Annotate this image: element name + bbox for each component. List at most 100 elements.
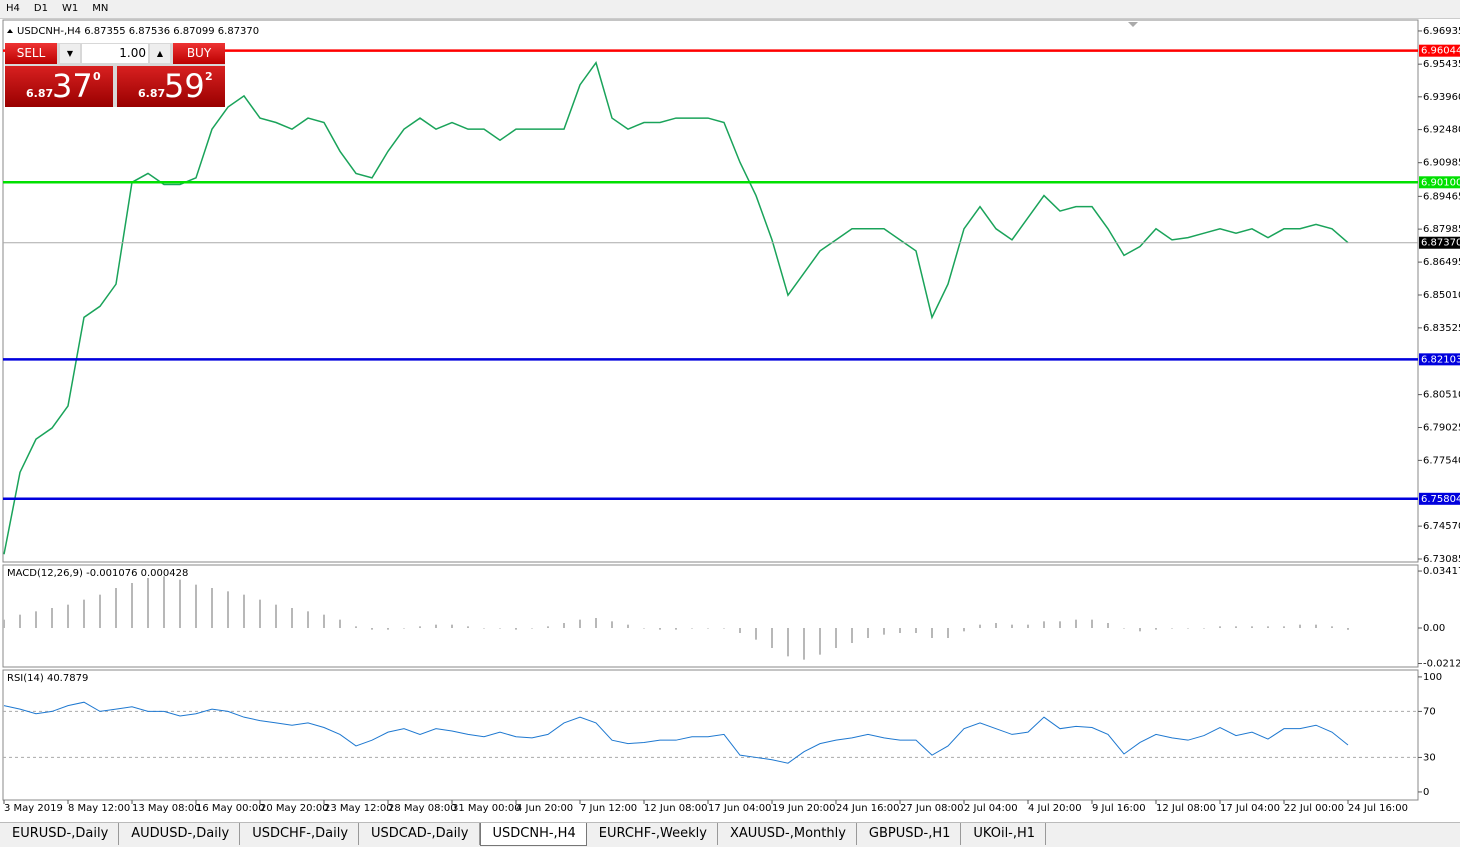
chart-tab[interactable]: XAUUSD-,Monthly [718,823,857,845]
macd-bar [659,628,661,630]
macd-bar [723,628,725,629]
macd-bar [99,594,101,628]
macd-bar [883,628,885,635]
y-tick-label: 6.92480 [1423,125,1460,136]
chart-tab[interactable]: EURUSD-,Daily [0,823,120,845]
macd-bar [963,628,965,632]
price-level-label: 6.82103 [1421,354,1460,365]
macd-bar [387,628,389,630]
macd-bar [339,619,341,628]
y-tick-label: 6.89465 [1423,191,1460,202]
macd-bar [371,628,373,630]
timeframe[interactable]: D1 [33,3,48,14]
chart-tab[interactable]: EURCHF-,Weekly [587,823,718,845]
macd-bar [1171,628,1173,629]
x-tick-label: 22 Jul 00:00 [1284,803,1344,814]
y-tick-label: 6.74570 [1423,521,1460,532]
macd-bar [1331,626,1333,628]
macd-bar [179,579,181,628]
chart-tab[interactable]: USDCAD-,Daily [359,823,480,845]
chart-tab[interactable]: GBPUSD-,H1 [857,823,962,845]
y-tick-label: 0 [1423,787,1429,798]
macd-bar [947,628,949,638]
y-tick-label: 100 [1423,672,1442,683]
x-tick-label: 2 Jul 04:00 [964,803,1018,814]
macd-bar [835,628,837,648]
macd-bar [1139,628,1141,632]
chart-tab[interactable]: UKOil-,H1 [961,823,1047,845]
chart-window: USDCNH-,H4 6.87355 6.87536 6.87099 6.873… [2,19,1460,814]
y-tick-label: 6.79025 [1423,422,1460,433]
chart-tabs: EURUSD-,Daily AUDUSD-,Daily USDCHF-,Daily U… [0,822,1460,847]
ask-quote[interactable]: 6.87 59 2 [117,66,225,107]
macd-bar [259,599,261,628]
macd-bar [1107,623,1109,628]
x-tick-label: 13 May 08:00 [132,803,201,814]
chart-tab[interactable]: USDCHF-,Daily [240,823,360,845]
macd-bar [291,608,293,628]
macd-bar [979,624,981,628]
timeframe[interactable]: W1 [61,3,79,14]
macd-bar [323,614,325,628]
macd-bar [531,628,533,629]
x-tick-label: 7 Jun 12:00 [580,803,637,814]
macd-bar [595,618,597,628]
price-level-label: 6.90100 [1421,177,1460,188]
macd-bar [243,594,245,628]
macd-bar [115,588,117,628]
price-level-box [1419,353,1460,366]
price-level-box [1419,492,1460,505]
macd-bar [675,628,677,630]
macd-bar [915,628,917,633]
price-level-box [1419,176,1460,189]
x-tick-label: 3 May 2019 [4,803,63,814]
x-tick-label: 17 Jun 04:00 [708,803,772,814]
macd-bar [307,611,309,628]
timeframe[interactable]: MN [92,3,109,14]
y-tick-label: 6.93960 [1423,92,1460,103]
macd-bar [1315,624,1317,628]
ask-pips: 59 [164,67,205,105]
x-tick-label: 12 Jun 08:00 [644,803,708,814]
bid-pips: 37 [52,67,93,105]
macd-bar [867,628,869,638]
y-tick-label: 6.73085 [1423,554,1460,565]
macd-bar [627,624,629,628]
macd-bar [563,623,565,628]
y-tick-label: 6.85010 [1423,290,1460,301]
macd-bar [1027,624,1029,628]
x-tick-label: 12 Jul 08:00 [1156,803,1216,814]
lots-input[interactable]: 1.00 [82,44,148,63]
chart-tab[interactable]: AUDUSD-,Daily [119,823,241,845]
macd-bar [275,604,277,628]
timeframe[interactable]: H4 [6,3,20,14]
chart-title: USDCNH-,H4 6.87355 6.87536 6.87099 6.873… [17,26,259,37]
macd-bar [771,628,773,648]
timeframe-toolbar: H4 D1 W1 MN [0,0,1460,19]
macd-bar [1059,621,1061,628]
bid-big: 6.87 [26,87,54,100]
x-tick-label: 23 May 12:00 [324,803,393,814]
macd-bar [1251,626,1253,628]
macd-bar [1203,628,1205,629]
macd-bar [3,619,5,628]
macd-bar [435,624,437,628]
macd-bar [355,626,357,628]
macd-bar [83,599,85,628]
macd-bar [739,628,741,633]
macd-bar [579,619,581,628]
y-tick-label: 0.034174 [1423,566,1460,577]
bid-quote[interactable]: 6.87 37 0 [5,66,113,107]
buy-button[interactable]: BUY [173,43,225,64]
lots-down[interactable]: ▼ [60,44,80,63]
macd-bar [931,628,933,638]
y-tick-label: 6.86495 [1423,257,1460,268]
x-tick-label: 4 Jul 20:00 [1028,803,1082,814]
sell-button[interactable]: SELL [5,43,57,64]
chart-tab[interactable]: USDCNH-,H4 [479,823,587,846]
shift-marker [1128,22,1138,27]
macd-bar [499,628,501,629]
macd-bar [51,608,53,628]
lots-up[interactable]: ▲ [150,44,170,63]
